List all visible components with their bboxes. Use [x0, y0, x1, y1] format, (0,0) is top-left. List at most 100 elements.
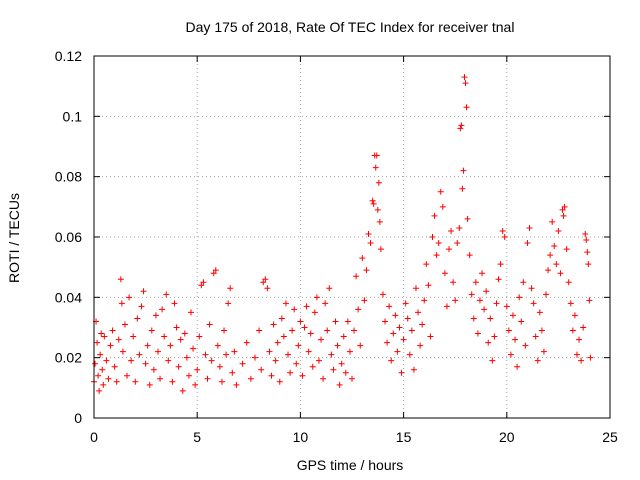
data-point [396, 324, 403, 331]
data-point [342, 369, 349, 376]
data-point [423, 261, 430, 268]
data-point [336, 381, 343, 388]
data-point [530, 300, 537, 307]
data-point [272, 357, 279, 364]
data-point [328, 351, 335, 358]
data-point [183, 354, 190, 361]
data-point [270, 321, 277, 328]
data-point [262, 276, 269, 283]
data-point [555, 227, 562, 234]
data-point [582, 230, 589, 237]
data-point [518, 318, 525, 325]
data-point [466, 252, 473, 259]
data-point [536, 309, 543, 316]
data-point [448, 227, 455, 234]
data-point [538, 327, 545, 334]
data-point [390, 330, 397, 337]
data-point [165, 357, 172, 364]
data-point [216, 363, 223, 370]
data-point [326, 285, 333, 292]
data-point [443, 303, 450, 310]
data-point [441, 270, 448, 277]
data-point [369, 197, 376, 204]
data-point [557, 270, 564, 277]
data-point [138, 303, 145, 310]
data-point [497, 261, 504, 268]
data-point [148, 327, 155, 334]
data-point [501, 234, 508, 240]
data-point [210, 270, 217, 277]
data-point [349, 375, 355, 382]
data-point [474, 330, 481, 337]
data-point [560, 212, 567, 219]
data-point [583, 237, 590, 244]
data-point [136, 351, 143, 358]
data-point [111, 363, 118, 370]
data-point [353, 273, 360, 280]
data-point [509, 312, 516, 319]
data-point [419, 321, 426, 328]
data-point [229, 369, 236, 376]
data-point [528, 285, 535, 292]
data-point [344, 318, 351, 325]
y-axis-label: ROTI / TECUs [6, 193, 22, 283]
data-point [540, 348, 547, 355]
data-point [522, 342, 529, 349]
data-point [545, 267, 552, 274]
x-tick-label: 0 [90, 429, 98, 445]
data-point [118, 300, 125, 307]
data-point [291, 306, 298, 313]
data-point [100, 381, 107, 388]
y-axis-ticks: 0 0.02 0.04 0.06 0.08 0.1 0.12 [55, 48, 610, 426]
data-point [287, 369, 294, 376]
data-point [476, 297, 483, 304]
data-point [227, 285, 234, 292]
data-point [584, 249, 591, 256]
data-point [357, 342, 364, 349]
data-point [429, 234, 436, 240]
data-point [394, 348, 401, 355]
data-point [332, 318, 339, 325]
y-tick-label: 0 [74, 410, 82, 426]
data-point [320, 375, 327, 382]
data-point [96, 387, 103, 394]
data-point [97, 351, 104, 358]
y-tick-label: 0.06 [55, 229, 82, 245]
data-point [132, 378, 139, 385]
data-point [179, 387, 186, 394]
data-point [370, 200, 377, 207]
data-point [495, 276, 502, 283]
data-point [126, 294, 133, 301]
data-point [576, 336, 583, 343]
data-point [94, 339, 101, 346]
data-point [309, 363, 316, 370]
data-point [365, 230, 372, 237]
data-point [580, 324, 587, 331]
data-point [417, 342, 424, 349]
data-point [130, 333, 137, 340]
data-point [379, 291, 386, 298]
data-point [559, 206, 566, 213]
data-point [134, 315, 141, 322]
data-point [330, 366, 337, 373]
data-point [239, 360, 246, 367]
data-point [374, 206, 381, 213]
data-point [437, 188, 444, 195]
data-point [499, 227, 506, 234]
data-point [202, 351, 209, 358]
data-point [573, 351, 580, 358]
data-point [373, 152, 380, 159]
data-point [456, 224, 463, 231]
data-point [223, 351, 230, 358]
data-point [161, 333, 168, 340]
data-point [483, 288, 490, 295]
data-point [295, 342, 302, 349]
data-point [274, 339, 281, 346]
data-point [121, 321, 128, 328]
chart-title: Day 175 of 2018, Rate Of TEC Index for r… [186, 19, 515, 35]
data-point [185, 372, 192, 379]
data-point [386, 303, 393, 310]
data-point [346, 348, 353, 355]
data-point [196, 333, 203, 340]
